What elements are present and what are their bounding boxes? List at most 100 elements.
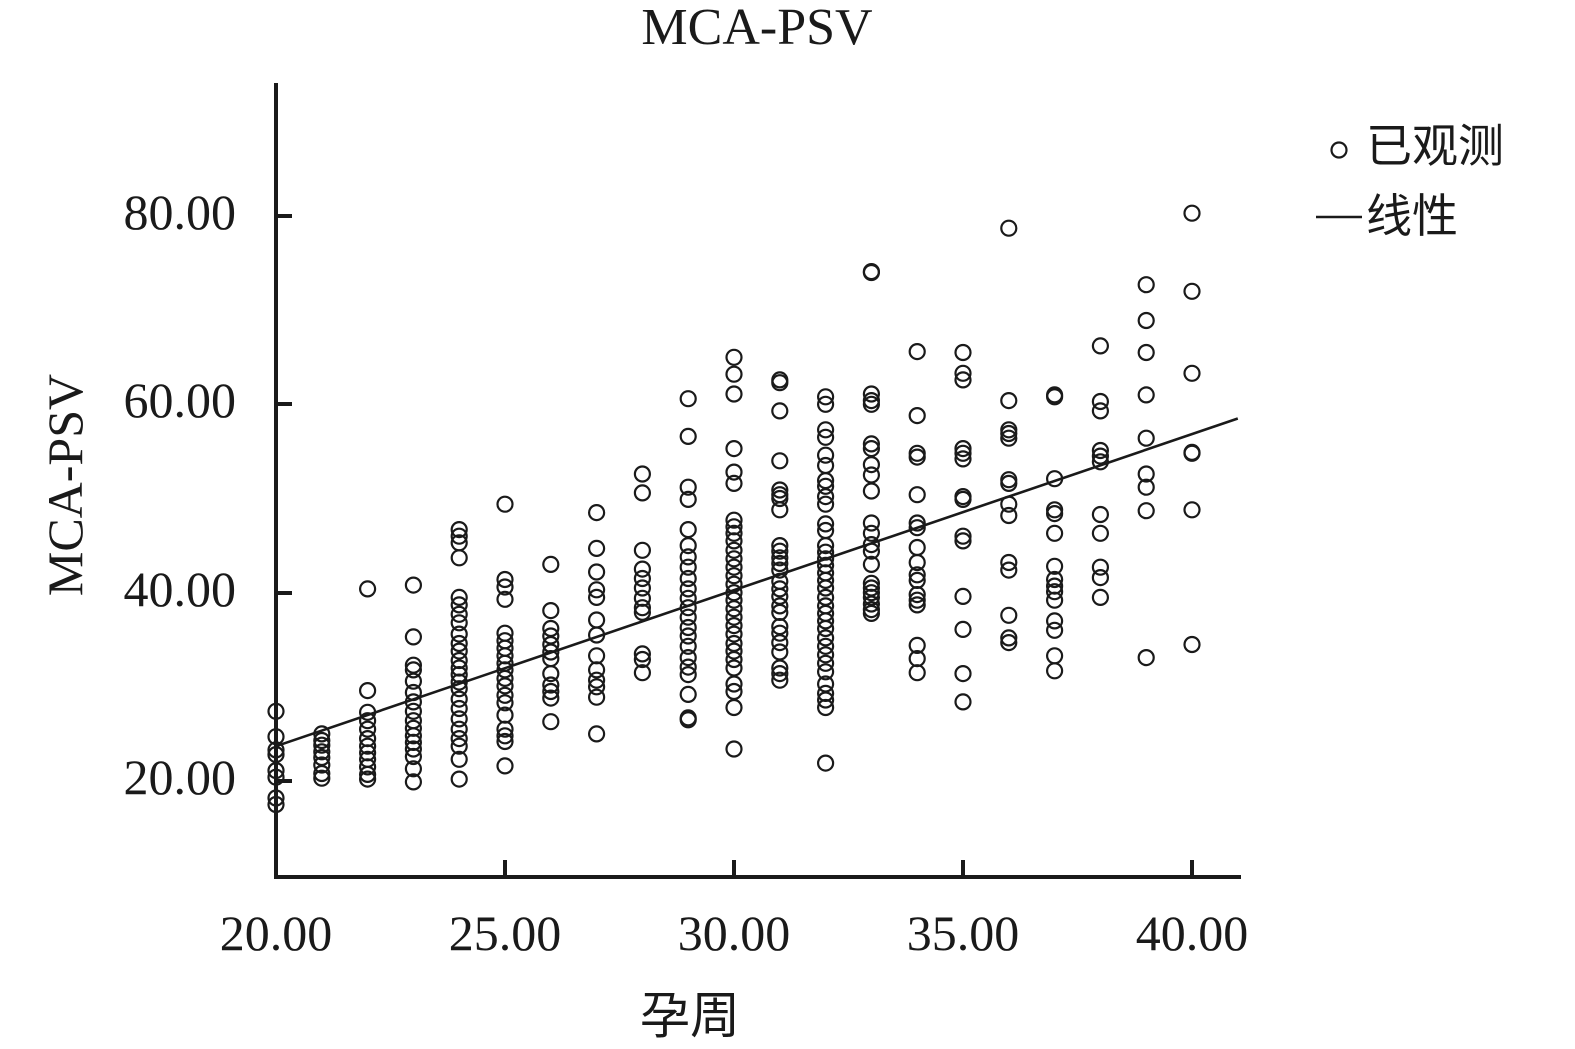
data-point xyxy=(404,740,422,758)
data-point xyxy=(1137,478,1155,496)
data-point xyxy=(450,770,468,788)
data-point xyxy=(1137,648,1155,667)
data-point xyxy=(359,737,377,755)
data-point xyxy=(1091,337,1110,355)
data-point xyxy=(862,435,881,453)
data-point xyxy=(908,585,926,604)
data-point xyxy=(862,524,881,542)
x-axis-title: 孕周 xyxy=(640,988,740,1044)
y-tick-label-40: 40.00 xyxy=(124,561,237,617)
data-point xyxy=(771,671,789,689)
data-point xyxy=(404,576,422,594)
data-point xyxy=(496,727,514,745)
data-point xyxy=(908,486,926,504)
data-point xyxy=(1045,591,1064,609)
data-point xyxy=(816,536,835,555)
data-point xyxy=(542,713,560,731)
x-tick-label-25: 25.00 xyxy=(449,905,562,961)
data-point xyxy=(633,650,652,669)
data-point xyxy=(267,702,285,720)
x-tick-label-20: 20.00 xyxy=(220,905,333,961)
data-point xyxy=(679,520,697,539)
data-point xyxy=(1000,474,1018,492)
data-point xyxy=(771,664,789,683)
data-point xyxy=(450,527,468,545)
data-point xyxy=(862,604,881,623)
data-point xyxy=(725,616,743,635)
data-point xyxy=(542,601,560,620)
data-point xyxy=(954,490,972,508)
data-point xyxy=(496,495,514,513)
data-point xyxy=(679,427,697,445)
x-tick-label-40: 40.00 xyxy=(1136,905,1249,961)
data-point xyxy=(1045,504,1064,523)
data-point xyxy=(954,371,972,389)
data-point xyxy=(816,619,835,638)
data-point xyxy=(1045,524,1064,542)
data-point xyxy=(771,643,789,661)
data-point xyxy=(587,563,606,581)
data-point xyxy=(313,756,331,774)
data-point xyxy=(359,712,377,730)
data-point xyxy=(496,590,514,608)
data-point xyxy=(954,343,972,362)
data-point xyxy=(496,669,514,688)
data-point xyxy=(725,698,743,717)
linear-fit-line xyxy=(275,417,1239,748)
data-point xyxy=(313,743,331,761)
data-point xyxy=(725,365,743,383)
data-point xyxy=(1045,570,1064,589)
data-point xyxy=(587,725,606,743)
data-point xyxy=(816,691,835,709)
data-point xyxy=(1000,606,1018,624)
data-point xyxy=(450,520,468,539)
data-point xyxy=(542,664,560,683)
data-point xyxy=(404,727,422,745)
data-point xyxy=(450,690,468,708)
data-point xyxy=(679,637,697,655)
data-point xyxy=(679,478,697,496)
data-point xyxy=(1045,662,1064,680)
data-point xyxy=(679,627,697,645)
data-point xyxy=(862,514,881,532)
data-point xyxy=(359,681,377,700)
data-point xyxy=(267,768,285,786)
data-point xyxy=(633,569,652,588)
data-point xyxy=(1091,558,1110,576)
data-point xyxy=(679,536,697,555)
data-point xyxy=(862,456,881,474)
y-tick-label-60: 60.00 xyxy=(124,372,237,428)
data-point xyxy=(404,672,422,690)
data-point xyxy=(908,448,926,466)
data-point xyxy=(862,263,881,282)
data-point xyxy=(359,758,377,776)
data-point xyxy=(908,538,926,557)
data-point xyxy=(725,550,743,568)
data-point xyxy=(1183,444,1201,462)
data-point xyxy=(633,579,652,597)
data-point xyxy=(359,720,377,738)
data-point xyxy=(267,795,285,814)
data-point xyxy=(954,620,972,639)
data-point xyxy=(679,548,697,566)
data-point xyxy=(908,566,926,584)
data-point xyxy=(725,348,743,366)
data-point xyxy=(771,549,789,567)
data-point xyxy=(587,671,606,689)
x-tick-label-30: 30.00 xyxy=(678,905,791,961)
data-point xyxy=(725,591,743,609)
data-point xyxy=(954,444,972,462)
data-point xyxy=(725,440,743,458)
data-point xyxy=(496,694,514,712)
data-point xyxy=(587,539,606,558)
data-point xyxy=(679,558,697,576)
data-point xyxy=(633,541,652,559)
data-point xyxy=(725,608,743,626)
data-point xyxy=(450,699,468,718)
data-point xyxy=(816,488,835,506)
data-point xyxy=(1091,402,1110,420)
data-point xyxy=(725,650,743,669)
data-point xyxy=(862,482,881,500)
data-point xyxy=(450,625,468,643)
